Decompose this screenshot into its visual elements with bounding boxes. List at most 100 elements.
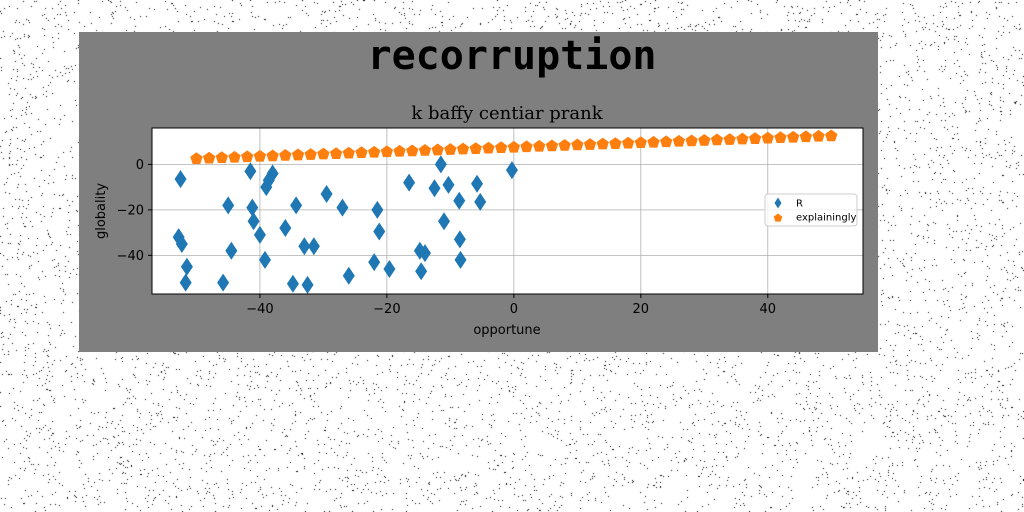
diamond-marker: [371, 200, 384, 219]
pentagon-marker: [520, 140, 533, 153]
diamond-marker: [279, 219, 292, 238]
axis-ticks: −40 −20 0 20 40 −40 −20 0: [117, 158, 776, 317]
diamond-marker: [286, 274, 299, 293]
pentagon-marker: [533, 139, 546, 152]
diamond-marker: [246, 198, 259, 217]
pentagon-marker: [748, 132, 762, 144]
data-points: [172, 129, 838, 294]
pentagon-marker: [736, 132, 749, 145]
pentagon-marker: [253, 149, 267, 162]
diamond-marker: [244, 162, 257, 181]
pentagon-marker: [431, 143, 444, 156]
diamond-marker: [247, 212, 260, 231]
diamond-marker: [217, 273, 230, 292]
series-1: [190, 129, 838, 164]
diamond-marker: [179, 273, 192, 292]
pentagon-marker: [723, 133, 736, 145]
plot-frame: [151, 127, 864, 295]
pentagon-marker: [444, 143, 457, 155]
pentagon-marker: [634, 136, 647, 149]
series-0: [172, 155, 518, 294]
x-axis-title: opportune: [473, 323, 540, 338]
diamond-marker: [505, 161, 518, 180]
diamond-marker: [307, 237, 320, 256]
diamond-marker: [442, 175, 455, 194]
pentagon-marker: [571, 138, 584, 151]
pentagon-marker: [304, 148, 317, 160]
pentagon-marker: [342, 146, 355, 159]
y-axis-title: globality: [94, 183, 109, 239]
diamond-marker: [474, 192, 487, 211]
pentagon-marker: [202, 151, 216, 164]
x-tick-label: 40: [760, 302, 777, 317]
pentagon-marker: [761, 131, 774, 144]
legend-marker: [774, 197, 782, 209]
figure-suptitle: recorruption: [367, 33, 657, 79]
pentagon-marker: [583, 138, 597, 150]
diamond-marker: [266, 164, 279, 183]
pentagon-marker: [710, 133, 724, 146]
pentagon-marker: [812, 129, 825, 142]
diamond-marker: [174, 170, 187, 189]
diamond-marker: [454, 250, 467, 269]
y-tick-label: 0: [136, 158, 144, 173]
pentagon-marker: [406, 144, 419, 157]
pentagon-marker: [482, 141, 495, 154]
pentagon-marker: [418, 144, 432, 156]
diamond-marker: [225, 241, 238, 260]
pentagon-marker: [494, 141, 508, 154]
diamond-marker: [453, 230, 466, 249]
pentagon-marker: [647, 135, 660, 148]
diamond-marker: [418, 244, 431, 263]
diamond-marker: [336, 198, 349, 217]
chart-title: k baffy centiar prank: [411, 103, 603, 124]
pentagon-marker: [672, 134, 686, 147]
diamond-marker: [434, 155, 447, 174]
diamond-marker: [428, 179, 441, 198]
pentagon-marker: [774, 131, 787, 144]
x-tick-label: 0: [510, 302, 518, 317]
diamond-marker: [301, 275, 314, 294]
pentagon-marker: [456, 142, 470, 155]
x-tick-label: −40: [246, 302, 273, 317]
pentagon-marker: [380, 145, 394, 158]
diamond-marker: [415, 262, 428, 281]
diamond-marker: [180, 257, 193, 276]
pentagon-marker: [190, 152, 203, 164]
pentagon-marker: [266, 149, 279, 162]
pentagon-marker: [329, 147, 343, 159]
pentagon-marker: [786, 130, 800, 143]
diamond-marker: [471, 174, 484, 193]
pentagon-marker: [368, 145, 381, 158]
pentagon-marker: [621, 136, 635, 149]
diamond-marker: [298, 237, 311, 256]
pentagon-marker: [799, 130, 813, 143]
diamond-marker: [383, 259, 396, 278]
pentagon-marker: [545, 139, 559, 152]
pentagon-marker: [228, 150, 241, 163]
diamond-marker: [290, 196, 303, 215]
diamond-marker: [253, 225, 266, 244]
pentagon-marker: [355, 146, 368, 159]
diamond-marker: [368, 253, 381, 272]
x-tick-label: −20: [373, 302, 400, 317]
diamond-marker: [373, 222, 386, 241]
diamond-marker: [438, 212, 451, 231]
pentagon-marker: [279, 149, 292, 161]
pentagon-marker: [317, 147, 330, 160]
pentagon-marker: [291, 148, 305, 161]
legend-label: explainingly: [796, 213, 857, 224]
y-tick-label: −20: [117, 203, 144, 218]
diamond-marker: [175, 234, 188, 253]
pentagon-marker: [825, 129, 838, 142]
x-tick-label: 20: [633, 302, 650, 317]
pentagon-marker: [469, 142, 482, 154]
diamond-marker: [403, 173, 416, 192]
diamond-marker: [222, 196, 235, 215]
pentagon-marker: [241, 150, 254, 163]
pentagon-marker: [215, 151, 229, 164]
pentagon-marker: [609, 137, 622, 149]
